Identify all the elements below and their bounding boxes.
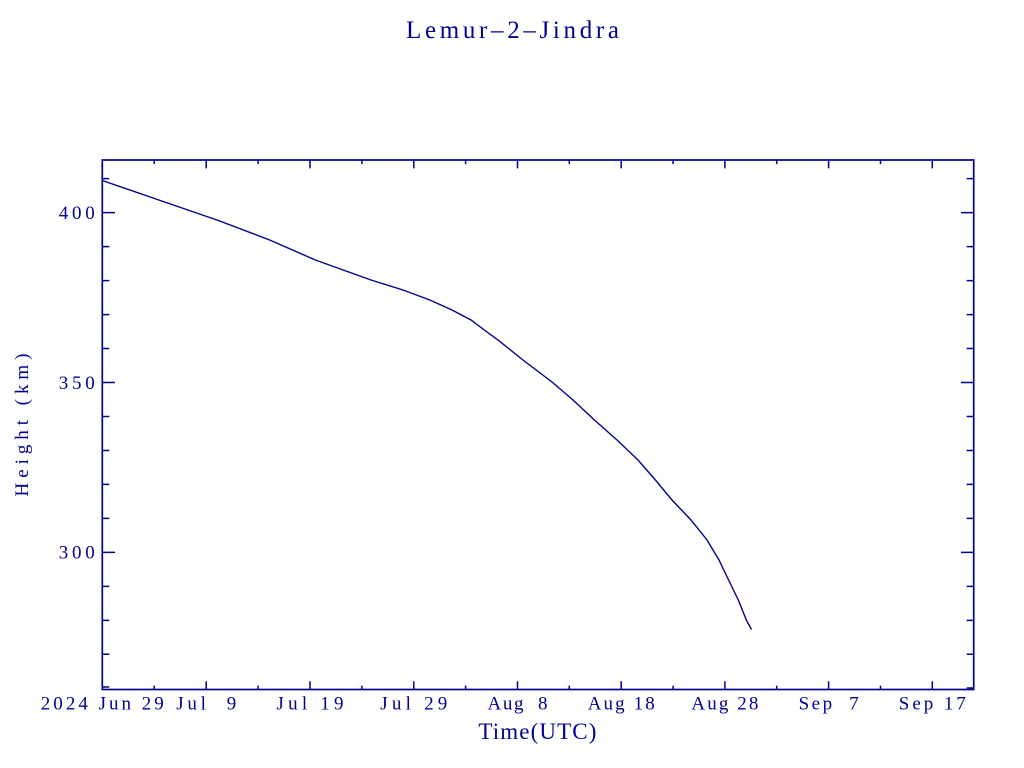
svg-text:Aug 8: Aug 8 [488,694,548,715]
svg-text:Aug 18: Aug 18 [588,694,655,715]
svg-text:Jul 19: Jul 19 [277,694,344,715]
svg-text:Time(UTC): Time(UTC) [478,719,596,744]
svg-text:2024 Jun 29: 2024 Jun 29 [41,694,164,715]
svg-text:Sep 7: Sep 7 [799,694,859,715]
svg-text:Lemur–2–Jindra: Lemur–2–Jindra [406,17,619,44]
svg-text:350: 350 [59,373,95,394]
svg-text:Aug 28: Aug 28 [691,694,758,715]
svg-text:Jul 29: Jul 29 [380,694,447,715]
svg-text:400: 400 [59,203,95,224]
svg-text:Jul 9: Jul 9 [176,694,236,715]
svg-text:Sep 17: Sep 17 [899,694,966,715]
svg-text:Height (km): Height (km) [12,354,33,497]
svg-text:300: 300 [59,543,95,564]
